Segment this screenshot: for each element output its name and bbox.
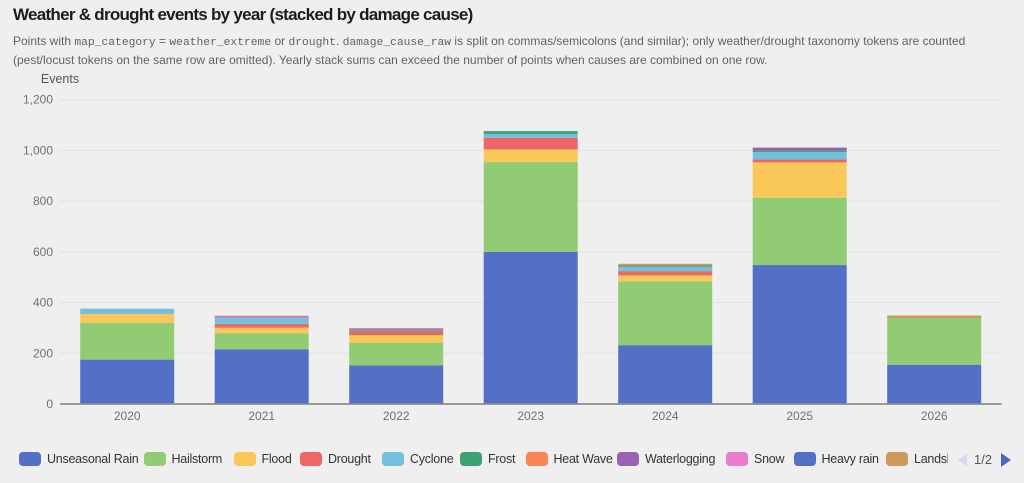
svg-text:400: 400 [33, 296, 53, 310]
svg-text:200: 200 [33, 346, 53, 360]
svg-text:600: 600 [33, 245, 53, 259]
svg-text:2025: 2025 [786, 409, 813, 423]
svg-text:1,000: 1,000 [23, 143, 53, 157]
svg-text:1,200: 1,200 [23, 93, 53, 107]
svg-text:800: 800 [33, 194, 53, 208]
svg-text:2021: 2021 [248, 409, 275, 423]
svg-text:2026: 2026 [921, 409, 948, 423]
svg-text:0: 0 [46, 397, 53, 411]
svg-text:Events: Events [41, 72, 79, 86]
svg-text:2020: 2020 [114, 409, 141, 423]
svg-text:2022: 2022 [383, 409, 410, 423]
svg-text:2023: 2023 [517, 409, 544, 423]
svg-text:2024: 2024 [652, 409, 679, 423]
